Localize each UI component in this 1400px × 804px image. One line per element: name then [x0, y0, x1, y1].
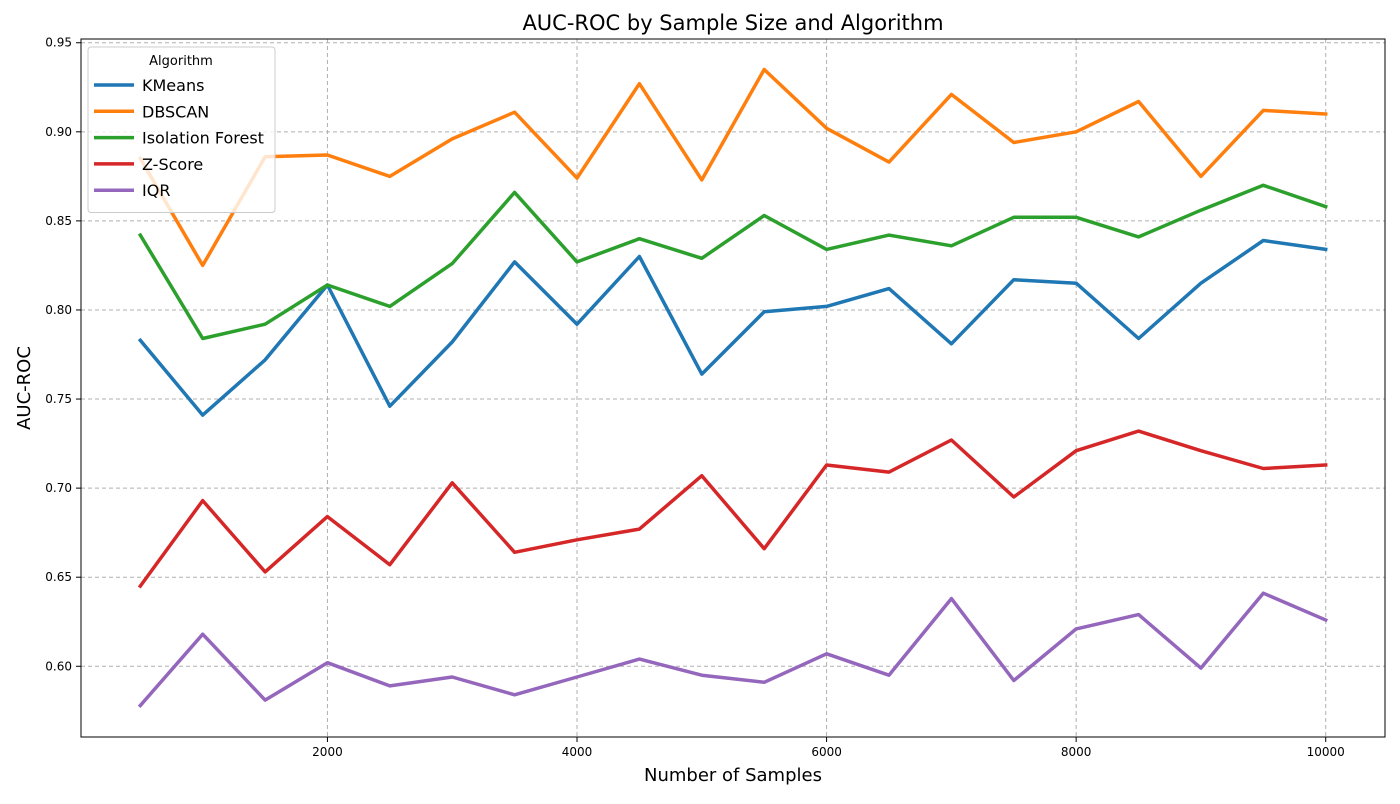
series-line-isolation-forest [137, 183, 1328, 341]
x-tick-label: 2000 [312, 745, 343, 759]
series-line-iqr [137, 591, 1328, 708]
y-tick-label: 0.65 [45, 570, 72, 584]
plot-frame [80, 38, 1386, 738]
x-tick-label: 10000 [1307, 745, 1345, 759]
series-line-z-score [137, 429, 1328, 589]
series-line-dbscan [137, 67, 1328, 268]
ticks-layer: 2000 4000 6000 8000 10000 0.60 0.65 0.70 0.75 0.8… [45, 36, 1345, 759]
x-tick-label: 8000 [1061, 745, 1092, 759]
x-axis-title: Number of Samples [644, 765, 822, 786]
legend-title: Algorithm [149, 54, 213, 69]
legend-label-z-score: Z-Score [142, 155, 203, 174]
y-tick-label: 0.85 [45, 214, 72, 228]
y-tick-label: 0.60 [45, 659, 72, 673]
series-line-kmeans [137, 238, 1328, 417]
chart-title: AUC-ROC by Sample Size and Algorithm [522, 11, 943, 35]
x-tick-label: 6000 [811, 745, 842, 759]
legend-items: KMeans DBSCAN Isolation Forest Z-Score IQR [94, 76, 264, 200]
legend-label-isolation-forest: Isolation Forest [142, 129, 264, 148]
legend-label-kmeans: KMeans [142, 76, 204, 95]
y-tick-label: 0.70 [45, 481, 72, 495]
y-axis-title: AUC-ROC [14, 346, 35, 430]
legend-label-dbscan: DBSCAN [142, 102, 209, 121]
legend-label-iqr: IQR [142, 181, 170, 200]
y-tick-label: 0.95 [45, 36, 72, 50]
x-tick-label: 4000 [562, 745, 593, 759]
y-tick-label: 0.75 [45, 392, 72, 406]
legend-box [87, 46, 276, 213]
legend: Algorithm KMeans DBSCAN Isolation Forest Z-… [87, 46, 276, 213]
y-tick-label: 0.80 [45, 303, 72, 317]
y-tick-label: 0.90 [45, 125, 72, 139]
series-layer [137, 67, 1328, 708]
